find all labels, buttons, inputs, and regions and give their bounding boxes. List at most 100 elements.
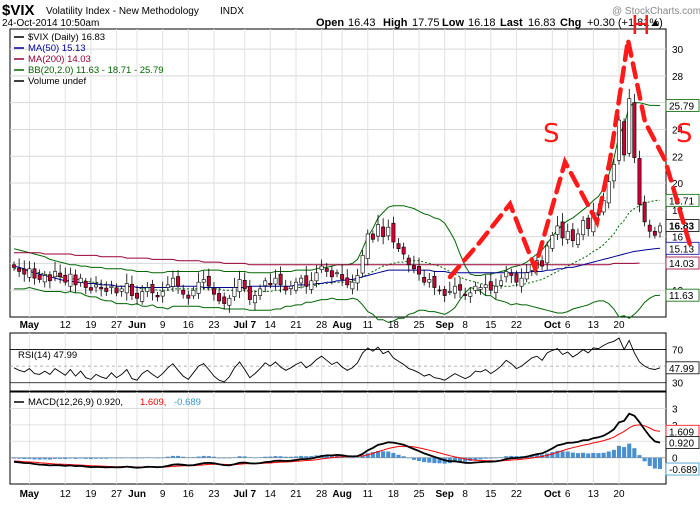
x-axis-label: 25 — [413, 320, 425, 331]
x-axis-label: 12 — [60, 489, 72, 500]
exchange-label: INDX — [220, 6, 244, 17]
macd-histogram-bar — [365, 453, 370, 458]
macd-histogram-bar — [360, 455, 365, 458]
candle-body — [483, 284, 488, 288]
candle-body — [355, 275, 360, 284]
macd-histogram-bar — [622, 447, 627, 458]
candle-body — [273, 277, 278, 285]
candle-body — [314, 272, 319, 282]
x-axis-label: 28 — [316, 320, 328, 331]
macd-right-label-box — [665, 436, 700, 450]
high-value: 17.75 — [412, 17, 440, 29]
candle-body — [186, 294, 191, 299]
rsi-label: RSI(14) 47.99 — [18, 350, 77, 361]
candle-body — [452, 285, 457, 294]
macd-histogram-bar — [83, 457, 88, 459]
right-shoulder-label: S — [676, 119, 693, 149]
candle-body — [401, 246, 406, 255]
macd-histogram-bar — [596, 453, 601, 458]
macd-histogram-bar — [386, 451, 391, 458]
macd-histogram-bar — [483, 457, 488, 459]
macd-histogram-bar — [176, 455, 181, 458]
candle-body — [140, 291, 145, 302]
legend-entry: $VIX (Daily) 16.83 — [28, 32, 105, 43]
macd-histogram-bar — [145, 457, 150, 458]
x-axis-label: 12 — [60, 320, 72, 331]
macd-histogram-bar — [186, 457, 191, 458]
low-label: Low — [442, 17, 464, 29]
stockcharts-brand: @ StockCharts.com — [612, 6, 700, 17]
candle-body — [94, 284, 98, 288]
x-axis-label: Aug — [332, 320, 351, 331]
price-y-tick: 20 — [672, 179, 684, 190]
candle-body — [417, 266, 421, 275]
macd-histogram-bar — [647, 457, 652, 466]
candle-body — [309, 280, 314, 290]
x-axis-label: 21 — [290, 489, 302, 500]
candle-body — [283, 286, 288, 291]
rsi-line — [13, 337, 661, 383]
macd-histogram-bar — [606, 451, 611, 458]
candle-body — [304, 275, 309, 287]
macd-histogram-bar — [575, 453, 581, 458]
macd-histogram-bar — [252, 457, 258, 459]
macd-right-label: 1.609 — [669, 427, 694, 438]
candle-body — [104, 287, 109, 292]
candle-body — [129, 284, 134, 296]
candle-body — [447, 291, 452, 293]
index-name: Volatility Index - New Methodology — [46, 6, 199, 17]
candle-body — [411, 265, 416, 270]
macd-histogram-bar — [509, 455, 514, 458]
candle-body — [17, 267, 22, 272]
candle-body — [253, 295, 257, 304]
macd-histogram-bar — [642, 457, 647, 462]
x-axis-label: May — [20, 489, 40, 500]
candle-body — [642, 201, 647, 223]
macd-histogram-bar — [58, 457, 63, 459]
candle-body — [222, 296, 227, 304]
head-shoulders-line — [447, 39, 693, 280]
rsi-panel — [9, 332, 667, 392]
x-axis-label: 22 — [511, 320, 523, 331]
candle-body — [493, 285, 498, 293]
macd-histogram-bar — [196, 456, 201, 458]
macd-histogram-bar — [452, 457, 457, 463]
macd-histogram-bar — [109, 457, 114, 459]
macd-histogram-bar — [206, 456, 211, 458]
candle-body — [524, 272, 529, 280]
macd-histogram-bar — [309, 456, 314, 458]
candle-body — [88, 287, 93, 291]
candle-body — [288, 285, 293, 289]
candle-body — [437, 289, 442, 292]
candle-body — [617, 119, 621, 161]
candle-body — [170, 277, 175, 287]
macd-histogram-bar — [345, 457, 350, 458]
candle-body — [632, 102, 637, 158]
price-y-tick: 24 — [672, 125, 684, 136]
macd-histogram-bar — [422, 457, 427, 463]
macd-histogram-bar — [504, 456, 509, 458]
macd-histogram-bar — [278, 456, 283, 458]
candle-body — [206, 275, 211, 287]
macd-histogram-bar — [165, 456, 170, 458]
macd-histogram-bar — [611, 449, 616, 458]
candle-body — [509, 272, 514, 276]
x-axis-label: 6 — [565, 320, 571, 331]
candle-body — [294, 281, 298, 291]
macd-histogram-bar — [499, 457, 504, 458]
candle-body — [258, 288, 263, 296]
macd-histogram-bar — [73, 457, 78, 459]
candle-body — [647, 224, 652, 232]
datetime-label: 24-Oct-2014 10:50am — [2, 18, 99, 29]
price-right-label: 16.83 — [669, 222, 694, 233]
macd-histogram-bar — [534, 454, 540, 458]
macd-histogram-bar — [222, 457, 227, 459]
candle-body — [560, 221, 565, 239]
price-y-tick: 30 — [672, 45, 684, 56]
candle-body — [606, 181, 611, 204]
candle-body — [217, 293, 222, 302]
candle-body — [555, 225, 560, 235]
open-label: Open — [316, 17, 344, 29]
macd-histogram-bar — [242, 456, 247, 458]
candle-body — [58, 272, 63, 278]
